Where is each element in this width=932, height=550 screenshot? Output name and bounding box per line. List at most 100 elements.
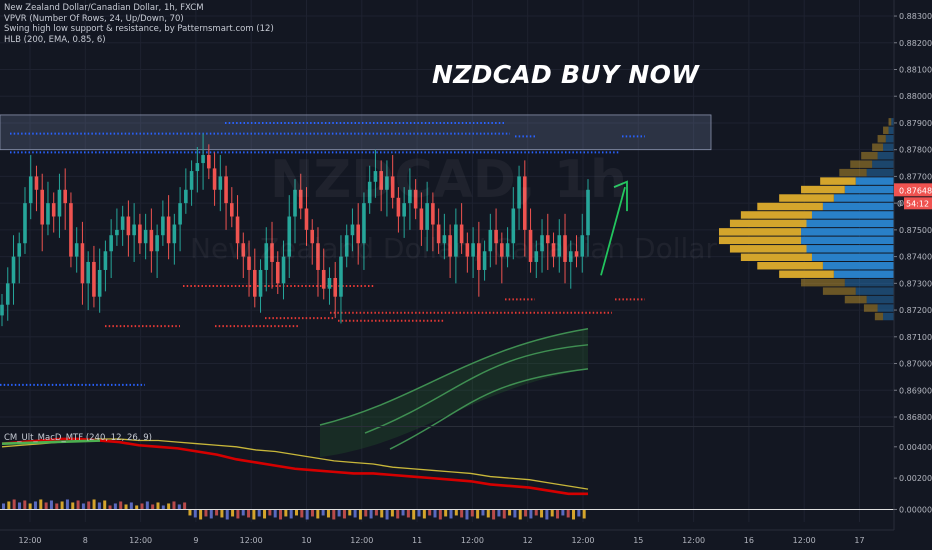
volume-profile-down-bar bbox=[877, 151, 894, 160]
countdown-badge bbox=[904, 197, 932, 210]
candle-body bbox=[201, 155, 205, 164]
candle-body bbox=[86, 261, 90, 284]
macd-histogram-bar bbox=[300, 509, 304, 518]
candle-body bbox=[339, 256, 343, 297]
price-axis-label: 0.87900 bbox=[899, 119, 932, 128]
candle-body bbox=[46, 203, 50, 225]
macd-histogram-bar bbox=[215, 509, 219, 516]
macd-histogram-bar bbox=[582, 509, 586, 519]
macd-histogram-bar bbox=[401, 509, 405, 516]
candle-body bbox=[356, 224, 360, 244]
candle-body bbox=[155, 235, 159, 252]
macd-histogram-bar bbox=[199, 509, 203, 520]
volume-profile-down-bar bbox=[833, 270, 894, 278]
macd-histogram-bar bbox=[23, 500, 27, 510]
macd-histogram-bar bbox=[358, 509, 362, 520]
macd-histogram-bar bbox=[236, 509, 240, 519]
volume-profile-down-bar bbox=[883, 312, 894, 321]
signal-line bbox=[1, 437, 588, 496]
candle-body bbox=[563, 235, 567, 262]
candle-body bbox=[138, 224, 142, 244]
candle-body bbox=[477, 243, 481, 270]
macd-histogram-bar bbox=[572, 509, 576, 520]
price-axis-label: 0.86900 bbox=[899, 386, 932, 395]
swing-legend[interactable]: Swing high low support & resistance, by … bbox=[4, 24, 274, 35]
candle-body bbox=[143, 229, 148, 244]
symbol-legend[interactable]: New Zealand Dollar/Canadian Dollar, 1h, … bbox=[4, 3, 204, 13]
candle-body bbox=[247, 256, 251, 270]
volume-profile-down-bar bbox=[844, 278, 894, 287]
signal-line-bullish-segment bbox=[1, 439, 101, 445]
volume-profile-up-bar bbox=[801, 185, 845, 194]
macd-histogram-bar bbox=[241, 509, 245, 516]
time-axis-label: 12:00 bbox=[461, 536, 484, 545]
candle-body bbox=[500, 243, 504, 257]
macd-histogram-bar bbox=[460, 509, 464, 518]
macd-histogram-bar bbox=[513, 509, 517, 518]
candle-body bbox=[425, 203, 429, 230]
macd-histogram-bar bbox=[279, 509, 283, 520]
price-axis-background bbox=[894, 0, 932, 550]
volume-profile-up-bar bbox=[719, 236, 802, 245]
candle-body bbox=[367, 181, 372, 204]
macd-histogram-bar bbox=[342, 509, 346, 519]
macd-histogram-bar bbox=[113, 503, 117, 510]
macd-histogram-bar bbox=[449, 509, 453, 519]
candle-body bbox=[161, 216, 165, 236]
volume-profile-up-bar bbox=[719, 228, 802, 236]
candle-body bbox=[224, 176, 228, 204]
candle-body bbox=[218, 176, 223, 190]
candle-body bbox=[103, 251, 108, 270]
macd-histogram-bar bbox=[433, 509, 437, 518]
candle-body bbox=[241, 243, 246, 257]
macd-histogram-bar bbox=[71, 502, 75, 510]
candle-body bbox=[293, 189, 297, 217]
candle-body bbox=[92, 261, 96, 297]
macd-histogram-bar bbox=[17, 502, 21, 510]
macd-legend[interactable]: CM_Ult_MacD_MTF (240, 12, 26, 9) bbox=[4, 433, 152, 443]
candle-body bbox=[344, 235, 349, 257]
macd-histogram-bar bbox=[44, 502, 48, 510]
price-axis-label: 0.88100 bbox=[899, 65, 932, 74]
candle-body bbox=[149, 229, 154, 252]
candle-body bbox=[413, 189, 418, 209]
hlb-legend[interactable]: HLB (200, EMA, 0.85, 6) bbox=[4, 34, 106, 45]
candle-body bbox=[0, 304, 4, 316]
macd-histogram-bar bbox=[406, 509, 410, 518]
volume-profile-up-bar bbox=[757, 262, 823, 270]
volume-profile-down-bar bbox=[877, 304, 894, 312]
volume-profile-up-bar bbox=[740, 211, 812, 219]
macd-histogram-bar bbox=[364, 509, 368, 517]
candle-body bbox=[166, 216, 171, 244]
candle-body bbox=[540, 235, 544, 252]
candle-body bbox=[189, 171, 194, 190]
candle-body bbox=[551, 243, 556, 257]
macd-histogram-bar bbox=[92, 499, 96, 510]
macd-histogram-bar bbox=[119, 501, 123, 510]
candle-body bbox=[5, 283, 10, 305]
macd-histogram-bar bbox=[518, 509, 522, 520]
candle-body bbox=[270, 243, 274, 262]
up-arrow-shaft bbox=[600, 186, 626, 276]
candle-body bbox=[408, 189, 412, 204]
volume-profile-down-bar bbox=[806, 219, 894, 228]
macd-histogram-bar bbox=[257, 509, 261, 517]
candle-body bbox=[34, 176, 39, 190]
price-axis-label: 0.87700 bbox=[899, 172, 932, 181]
macd-histogram-bar bbox=[545, 509, 549, 520]
candle-body bbox=[178, 203, 182, 225]
macd-histogram-bar bbox=[412, 509, 416, 520]
hlb-band-fill bbox=[320, 328, 588, 458]
vpvr-legend[interactable]: VPVR (Number Of Rows, 24, Up/Down, 70) bbox=[4, 13, 184, 24]
candle-body bbox=[482, 251, 487, 270]
candle-body bbox=[568, 251, 573, 262]
volume-profile-up-bar bbox=[740, 253, 812, 262]
macd-histogram-bar bbox=[65, 499, 69, 510]
price-axis-label: 0.87500 bbox=[899, 226, 932, 235]
macd-histogram-bar bbox=[390, 509, 394, 517]
candle-body bbox=[350, 224, 355, 236]
macd-histogram-bar bbox=[225, 509, 229, 520]
macd-histogram-bar bbox=[135, 505, 139, 510]
time-axis-label: 16 bbox=[744, 536, 754, 545]
